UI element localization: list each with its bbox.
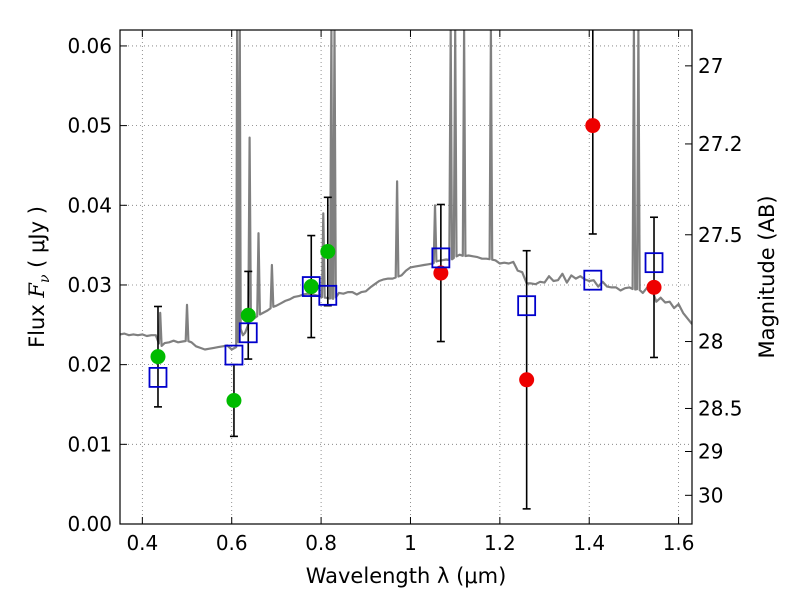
model-flux-square xyxy=(148,366,168,388)
green-data-point xyxy=(150,349,166,365)
y-axis-title-symbol: F xyxy=(25,282,49,299)
red-data-point xyxy=(519,372,535,388)
spectrum xyxy=(120,30,692,351)
y-tick-label: 0.03 xyxy=(67,273,112,297)
right-tick-label: 27.2 xyxy=(698,132,743,156)
model-flux-square xyxy=(431,247,451,269)
y-axis-title: Flux Fν ( μJy ) xyxy=(25,206,53,348)
right-tick-label: 28.5 xyxy=(698,396,743,420)
model-flux-square xyxy=(583,269,603,291)
red-data-point xyxy=(433,265,449,281)
data-markers xyxy=(148,118,664,408)
x-tick-label: 1.2 xyxy=(484,531,516,555)
error-bars xyxy=(153,30,659,510)
x-tick-label: 0.6 xyxy=(216,531,248,555)
spectrum-line xyxy=(120,30,692,351)
axis-ticks xyxy=(120,30,692,525)
y-tick-label: 0.02 xyxy=(67,353,112,377)
right-tick-label: 27.5 xyxy=(698,223,743,247)
tick-labels: 0.4 0.6 0.8 1 1.2 1.4 1.6 0.00 0.01 0.02 0.03 0.04 0… xyxy=(67,34,742,555)
y-axis-title-subscript: ν xyxy=(37,274,53,283)
y-tick-label: 0.01 xyxy=(67,432,112,456)
x-tick-label: 1 xyxy=(404,531,417,555)
green-data-point xyxy=(240,307,256,323)
grid xyxy=(120,30,692,525)
green-data-point xyxy=(320,244,336,260)
y-axis-title-prefix: Flux xyxy=(25,298,49,348)
model-flux-square xyxy=(224,344,244,366)
x-tick-label: 0.8 xyxy=(305,531,337,555)
model-flux-square xyxy=(517,295,537,317)
plot-frame xyxy=(119,29,693,525)
right-axis-title: Magnitude (AB) xyxy=(755,195,779,358)
model-flux-square xyxy=(644,252,664,274)
y-tick-label: 0.05 xyxy=(67,114,112,138)
green-data-point xyxy=(303,279,319,295)
model-flux-square xyxy=(318,284,338,306)
right-tick-label: 30 xyxy=(698,483,723,507)
y-tick-label: 0.00 xyxy=(67,512,112,536)
green-data-point xyxy=(226,393,242,408)
y-tick-label: 0.06 xyxy=(67,34,112,58)
right-tick-label: 28 xyxy=(698,330,723,354)
red-data-point xyxy=(585,118,601,134)
model-flux-square xyxy=(238,322,258,344)
red-data-point xyxy=(646,279,662,295)
x-tick-label: 1.4 xyxy=(573,531,605,555)
x-axis-title: Wavelength λ (μm) xyxy=(306,564,507,588)
y-tick-label: 0.04 xyxy=(67,193,112,217)
right-tick-label: 27 xyxy=(698,54,723,78)
x-tick-label: 1.6 xyxy=(663,531,695,555)
right-tick-label: 29 xyxy=(698,439,723,463)
x-tick-label: 0.4 xyxy=(126,531,158,555)
y-axis-title-suffix: ( μJy ) xyxy=(25,206,49,274)
